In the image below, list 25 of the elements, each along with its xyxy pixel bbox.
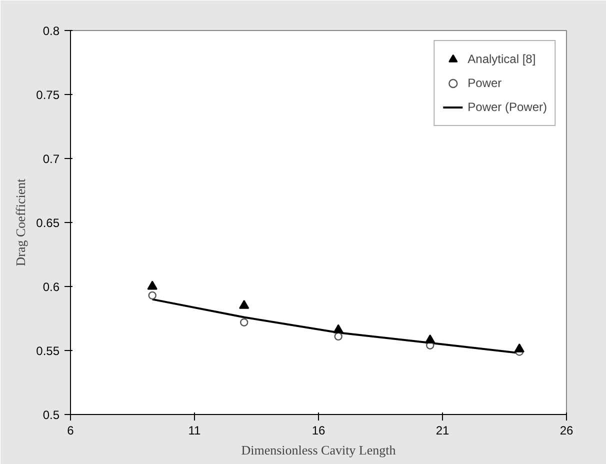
x-tick-label: 21 <box>436 424 450 438</box>
y-tick-label: 0.8 <box>42 24 60 38</box>
x-tick-label: 26 <box>560 424 574 438</box>
y-tick-label: 0.75 <box>36 88 60 102</box>
y-tick-label: 0.7 <box>42 152 60 166</box>
x-tick-label: 6 <box>67 424 74 438</box>
y-tick-label: 0.65 <box>36 216 60 230</box>
y-tick-label: 0.55 <box>36 344 60 358</box>
x-tick-label: 11 <box>188 424 202 438</box>
point <box>148 291 156 300</box>
y-tick-label: 0.6 <box>42 280 60 294</box>
point <box>333 324 344 334</box>
legend-label: Analytical [8] <box>468 52 536 66</box>
legend-label: Power (Power) <box>468 100 547 114</box>
point <box>240 318 248 326</box>
legend-label: Power <box>468 76 502 90</box>
y-tick-label: 0.5 <box>42 408 60 422</box>
x-tick-label: 16 <box>312 424 326 438</box>
point <box>147 280 158 290</box>
point <box>425 334 436 344</box>
point <box>514 343 524 352</box>
x-axis-title: Dimensionless Cavity Length <box>241 442 396 458</box>
y-axis-title: Drag Coefficient <box>13 178 28 266</box>
point <box>334 332 342 341</box>
point <box>239 300 250 309</box>
